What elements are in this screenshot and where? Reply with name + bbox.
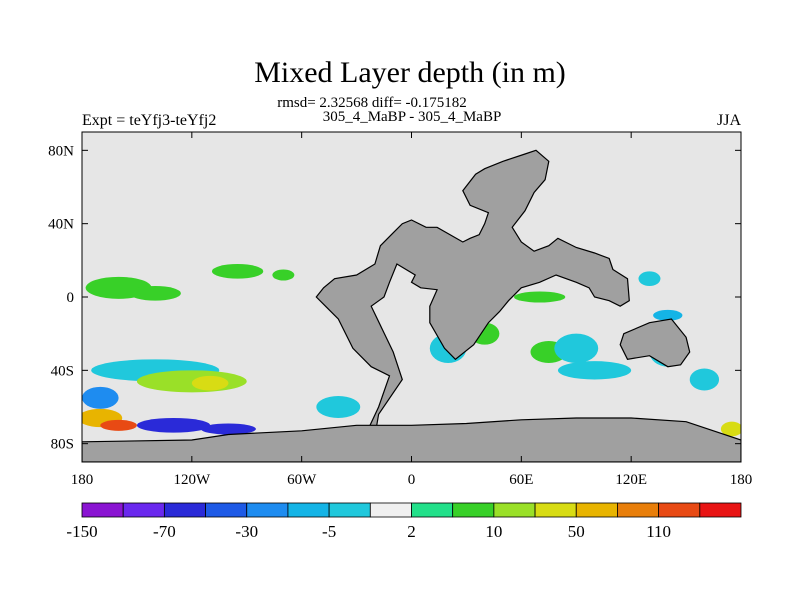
colorbar-segment [575,502,618,518]
colorbar-segment [287,502,330,518]
colorbar-segment [699,502,742,518]
anomaly-patch [638,271,661,286]
land-polygon [82,417,741,462]
colorbar-segment [493,502,536,518]
anomaly-patch [272,269,295,281]
anomaly-patch [191,375,229,391]
anomaly-patch [557,361,632,380]
anomaly-patch [211,264,264,279]
anomaly-patch [200,423,256,435]
colorbar-segment [617,502,660,518]
y-tick-label: 40S [51,363,74,379]
colorbar-label: -30 [235,522,258,541]
land-polygon [315,149,630,438]
colorbar-segment [452,502,495,518]
anomaly-patch [136,418,211,433]
x-tick-label: 180 [730,472,753,488]
colorbar-labels: -150 -70 -30 -5 2 10 50 110 [66,522,671,541]
colorbar-label: 110 [646,522,671,541]
colorbar-segment [163,502,206,518]
y-tick-label: 40N [48,217,74,233]
y-tick-label: 80S [51,437,74,453]
map-area [82,132,741,462]
anomaly-patch [554,333,599,364]
colorbar-segment [81,502,124,518]
anomaly-patch [653,309,683,321]
anomaly-patch [689,368,720,391]
colorbar-label: 2 [407,522,416,541]
colorbar-label: -5 [322,522,336,541]
x-tick-label: 0 [408,472,416,488]
x-tick-label: 60W [287,472,317,488]
colorbar-segment [122,502,165,518]
colorbar-segment [369,502,412,518]
land-polygon [619,318,691,368]
y-tick-label: 0 [67,290,75,306]
chart-title: Mixed Layer depth (in m) [254,56,566,89]
colorbar-segment [205,502,248,518]
colorbar-segment [658,502,701,518]
stats-line: rmsd= 2.32568 diff= -0.175182 [277,95,467,111]
colorbar-segment [411,502,454,518]
anomaly-patch [316,396,361,418]
anomaly-patch [514,291,566,303]
experiment-label: Expt = teYfj3-teYfj2 [82,112,216,129]
anomaly-patches [82,256,741,437]
x-tick-label: 120W [173,472,211,488]
y-axis: 80N 40N 0 40S 80S [48,143,741,453]
colorbar-label: 10 [485,522,502,541]
anomaly-patch [129,286,181,301]
chart-subtitle: 305_4_MaBP - 305_4_MaBP [323,109,502,125]
colorbar [81,502,742,518]
colorbar-segment [328,502,371,518]
colorbar-label: -150 [66,522,97,541]
ocean-background [82,132,741,462]
x-tick-label: 180 [71,472,94,488]
anomaly-patch [720,421,741,437]
x-axis: 180 120W 60W 0 60E 120E 180 [71,132,753,488]
x-tick-label: 60E [509,472,533,488]
land-mask [82,149,741,462]
colorbar-segment [534,502,577,518]
anomaly-patch [136,370,247,393]
colorbar-segment [246,502,289,518]
anomaly-patch [82,386,119,409]
x-tick-label: 120E [615,472,647,488]
season-label: JJA [717,112,741,129]
colorbar-label: -70 [153,522,176,541]
anomaly-patch [100,419,137,431]
colorbar-label: 50 [568,522,585,541]
y-tick-label: 80N [48,143,74,159]
